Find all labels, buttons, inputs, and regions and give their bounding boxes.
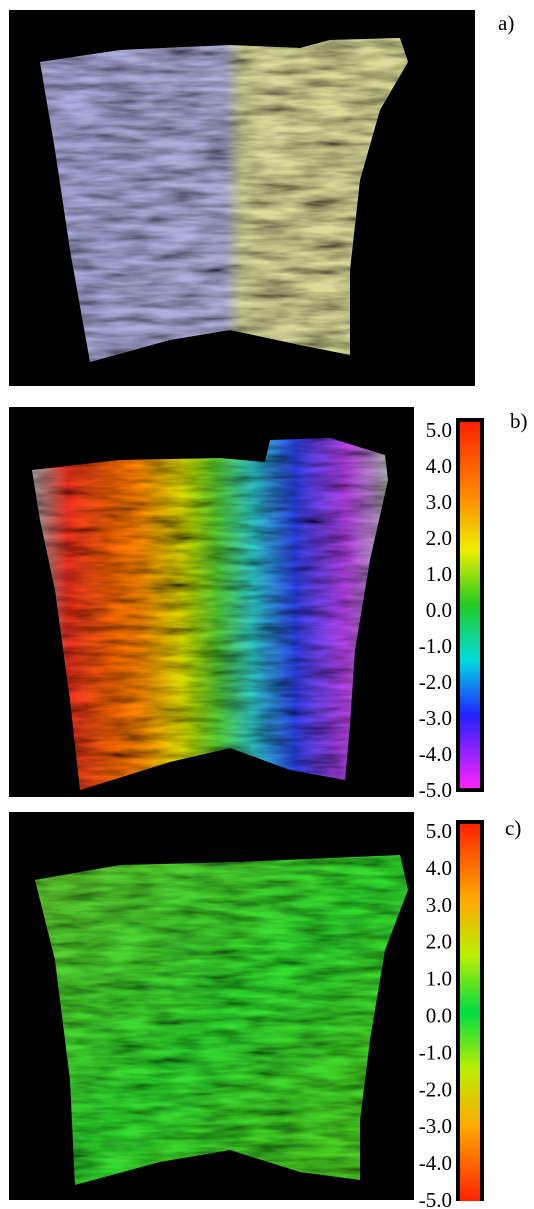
colorbar-label: 1.0: [426, 967, 452, 991]
colorbar-label: -5.0: [419, 778, 452, 802]
colorbar-labels: 5.0 4.0 3.0 2.0 1.0 0.0 -1.0 -2.0 -3.0 -4.0 -5.0: [419, 819, 452, 1209]
colorbar-label: -5.0: [419, 1188, 452, 1209]
colorbar-label: 1.0: [426, 562, 452, 586]
colorbar-label: -1.0: [419, 634, 452, 658]
colorbar: [460, 422, 480, 788]
colorbar-label: 2.0: [426, 526, 452, 550]
colorbar-label: 3.0: [426, 893, 452, 917]
panel-label: a): [498, 11, 514, 35]
colorbar-label: 4.0: [426, 856, 452, 880]
panel-label: c): [505, 816, 521, 840]
colorbar-label: 5.0: [426, 418, 452, 442]
panel-label: b): [510, 409, 528, 433]
figure: a) 5.0 4.0 3.0 2.0 1.0 0.0 -1.0 -2.0 -3.0 -4.0 -5.…: [0, 0, 534, 1209]
colorbar-label: 4.0: [426, 454, 452, 478]
surface-deviation-map: [32, 438, 388, 790]
colorbar-label: 0.0: [426, 598, 452, 622]
colorbar-label: -2.0: [419, 670, 452, 694]
surface-deviation-map: [35, 855, 408, 1185]
colorbar-label: 0.0: [426, 1004, 452, 1028]
colorbar-labels: 5.0 4.0 3.0 2.0 1.0 0.0 -1.0 -2.0 -3.0 -4.0 -5.0: [419, 418, 452, 802]
colorbar-label: -4.0: [419, 1151, 452, 1175]
colorbar-label: 5.0: [426, 819, 452, 843]
colorbar: [460, 824, 480, 1201]
colorbar-label: -2.0: [419, 1077, 452, 1101]
colorbar-label: -4.0: [419, 742, 452, 766]
colorbar-label: -3.0: [419, 1114, 452, 1138]
colorbar-label: -3.0: [419, 706, 452, 730]
colorbar-label: 3.0: [426, 490, 452, 514]
colorbar-label: -1.0: [419, 1040, 452, 1064]
colorbar-label: 2.0: [426, 930, 452, 954]
